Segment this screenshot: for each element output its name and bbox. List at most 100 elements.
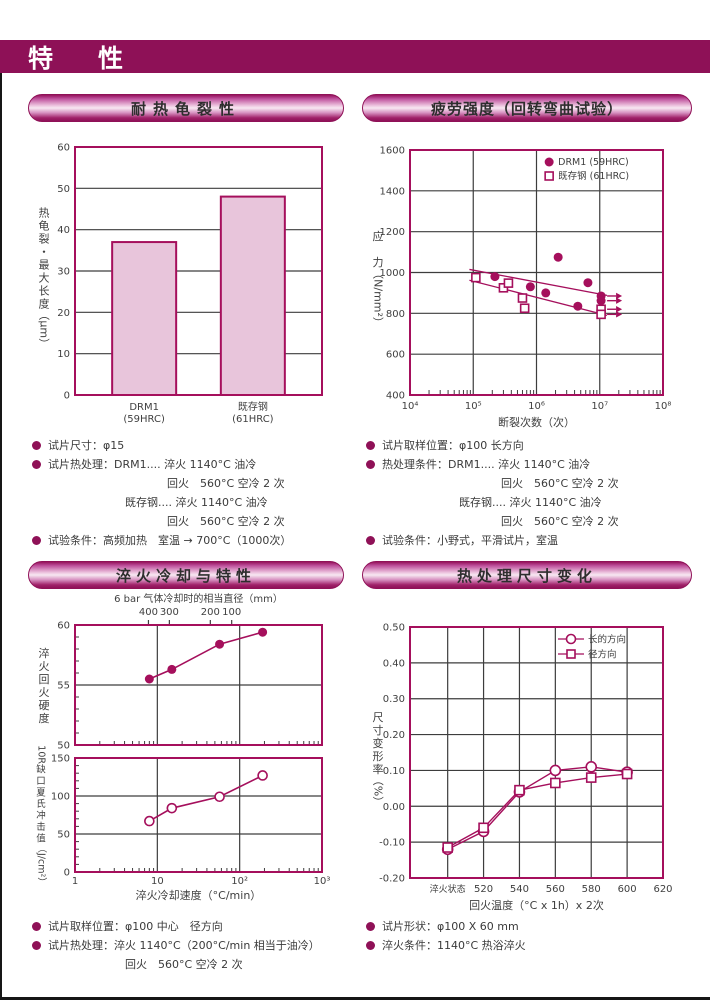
- note-line: 试片取样位置：φ100 长方向: [366, 436, 692, 455]
- svg-text:10⁸: 10⁸: [655, 401, 672, 412]
- svg-text:变: 变: [373, 736, 384, 750]
- svg-text:60: 60: [57, 143, 70, 154]
- svg-text:火: 火: [39, 686, 50, 699]
- svg-text:既存钢 (61HRC): 既存钢 (61HRC): [558, 170, 629, 182]
- note-text: 试片形状：φ100 X 60 mm: [382, 920, 519, 933]
- svg-text:10⁴: 10⁴: [402, 401, 419, 412]
- bullet-icon: [366, 460, 375, 469]
- svg-text:寸: 寸: [373, 723, 384, 737]
- note-text: 回火 560°C 空冷 2 次: [167, 477, 285, 490]
- note-line: 热处理条件：DRM1.... 淬火 1140°C 油冷: [366, 455, 692, 474]
- svg-text:回火温度（°C x 1h）x 2次: 回火温度（°C x 1h）x 2次: [469, 898, 604, 912]
- svg-text:6 bar 气体冷却时的相当直径（mm）: 6 bar 气体冷却时的相当直径（mm）: [114, 592, 283, 605]
- svg-text:形: 形: [373, 750, 384, 763]
- panel-title: 淬火冷却与特性: [115, 566, 256, 585]
- svg-text:断裂次数（次）: 断裂次数（次）: [498, 415, 575, 429]
- note-line: 试验条件：小野式，平滑试片，室温: [366, 531, 692, 550]
- note-text: 回火 560°C 空冷 2 次: [501, 477, 619, 490]
- quench-cooling-notes: 试片取样位置：φ100 中心 径方向 试片热处理：淬火 1140°C（200°C/…: [28, 917, 344, 974]
- svg-text:150: 150: [51, 754, 70, 765]
- svg-text:1200: 1200: [380, 227, 405, 238]
- panel-dimension-change: 热处理尺寸变化 -0.20 -0.10 0.00 0.10 0.20 0.30 0.40 0.…: [362, 561, 692, 955]
- note-text: 试验条件：高频加热 室温 → 700°C（1000次）: [48, 534, 292, 547]
- page-title: 特 性: [28, 43, 134, 73]
- dimension-change-notes: 试片形状：φ100 X 60 mm 淬火条件：1140°C 热浴淬火: [362, 917, 692, 955]
- svg-text:520: 520: [474, 884, 493, 895]
- svg-text:应: 应: [373, 229, 384, 243]
- svg-text:0.20: 0.20: [383, 730, 405, 741]
- svg-text:氏: 氏: [36, 799, 46, 810]
- note-line: 回火 560°C 空冷 2 次: [32, 512, 344, 531]
- svg-text:600: 600: [618, 884, 637, 895]
- panel-title-pill: 热处理尺寸变化: [362, 561, 692, 589]
- svg-text:0.50: 0.50: [383, 623, 405, 634]
- svg-text:0: 0: [64, 868, 70, 879]
- svg-text:10: 10: [151, 876, 164, 887]
- svg-text:0.10: 0.10: [383, 766, 405, 777]
- svg-text:击: 击: [36, 821, 46, 833]
- svg-text:1000: 1000: [380, 268, 405, 279]
- bullet-icon: [32, 460, 41, 469]
- note-text: 既存钢.... 淬火 1140°C 油冷: [459, 496, 602, 509]
- bullet-icon: [32, 441, 41, 450]
- svg-text:300: 300: [160, 607, 179, 618]
- svg-text:100: 100: [222, 607, 241, 618]
- note-line: 回火 560°C 空冷 2 次: [366, 474, 692, 493]
- svg-text:（%）: （%）: [372, 775, 385, 807]
- svg-text:・: ・: [39, 245, 50, 258]
- note-line: 回火 560°C 空冷 2 次: [32, 474, 344, 493]
- svg-text:60: 60: [57, 621, 70, 632]
- svg-text:硬: 硬: [39, 699, 50, 712]
- bullet-icon: [366, 441, 375, 450]
- bullet-icon: [366, 941, 375, 950]
- fatigue-scatter-chart: 400 600 800 1000 1200 1400 1600 10⁴ 10⁵ 10⁶ 10⁷ 10⁸…: [372, 146, 672, 430]
- svg-text:淬: 淬: [39, 646, 50, 660]
- svg-text:-0.20: -0.20: [379, 874, 405, 885]
- bullet-icon: [32, 922, 41, 931]
- svg-text:龟: 龟: [39, 219, 50, 232]
- svg-text:裂: 裂: [39, 232, 50, 245]
- fatigue-notes: 试片取样位置：φ100 长方向热处理条件：DRM1.... 淬火 1140°C …: [362, 436, 692, 550]
- svg-text:(61HRC): (61HRC): [232, 414, 274, 425]
- panel-title-pill: 淬火冷却与特性: [28, 561, 344, 589]
- svg-text:最: 最: [39, 258, 50, 271]
- note-text: 试片热处理：淬火 1140°C（200°C/min 相当于油冷）: [48, 939, 320, 952]
- panel-title: 耐热龟裂性: [130, 99, 241, 118]
- page-border-bottom: [0, 997, 710, 1000]
- page-border-left: [0, 40, 2, 1000]
- bullet-icon: [366, 536, 375, 545]
- svg-text:800: 800: [386, 309, 405, 320]
- note-line: 回火 560°C 空冷 2 次: [366, 512, 692, 531]
- svg-text:540: 540: [510, 884, 529, 895]
- svg-text:既存钢: 既存钢: [238, 400, 268, 413]
- svg-text:值: 值: [36, 832, 46, 844]
- note-text: 试片取样位置：φ100 长方向: [382, 439, 524, 452]
- svg-text:0: 0: [64, 391, 70, 402]
- quench-cooling-line-charts: 6 bar 气体冷却时的相当直径（mm）400 300 200 100505560淬火…: [36, 592, 331, 902]
- svg-text:580: 580: [582, 884, 601, 895]
- panel-title-pill: 耐热龟裂性: [28, 94, 344, 122]
- svg-text:400: 400: [386, 391, 405, 402]
- svg-text:10⁶: 10⁶: [528, 401, 545, 412]
- note-line: 既存钢.... 淬火 1140°C 油冷: [366, 493, 692, 512]
- svg-text:10R: 10R: [36, 745, 47, 764]
- svg-text:淬火状态: 淬火状态: [430, 883, 466, 895]
- panel-title: 热处理尺寸变化: [456, 566, 597, 585]
- dimension-change-line-chart: -0.20 -0.10 0.00 0.10 0.20 0.30 0.40 0.50 淬火状态 52…: [372, 623, 673, 913]
- svg-text:（N/mm²）: （N/mm²）: [372, 268, 385, 328]
- svg-text:长的方向: 长的方向: [588, 634, 626, 646]
- svg-text:10⁵: 10⁵: [465, 401, 482, 412]
- note-text: 淬火条件：1140°C 热浴淬火: [382, 939, 526, 952]
- svg-text:尺: 尺: [373, 711, 384, 724]
- note-line: 既存钢.... 淬火 1140°C 油冷: [32, 493, 344, 512]
- svg-text:热: 热: [39, 206, 50, 219]
- note-text: 回火 560°C 空冷 2 次: [167, 515, 285, 528]
- note-text: 试片尺寸：φ15: [48, 439, 125, 452]
- svg-text:10⁷: 10⁷: [591, 401, 608, 412]
- page-header: 特 性: [0, 40, 710, 73]
- svg-text:10²: 10²: [231, 876, 248, 887]
- note-text: 试验条件：小野式，平滑试片，室温: [382, 534, 558, 547]
- svg-text:火: 火: [39, 660, 50, 673]
- bullet-icon: [32, 536, 41, 545]
